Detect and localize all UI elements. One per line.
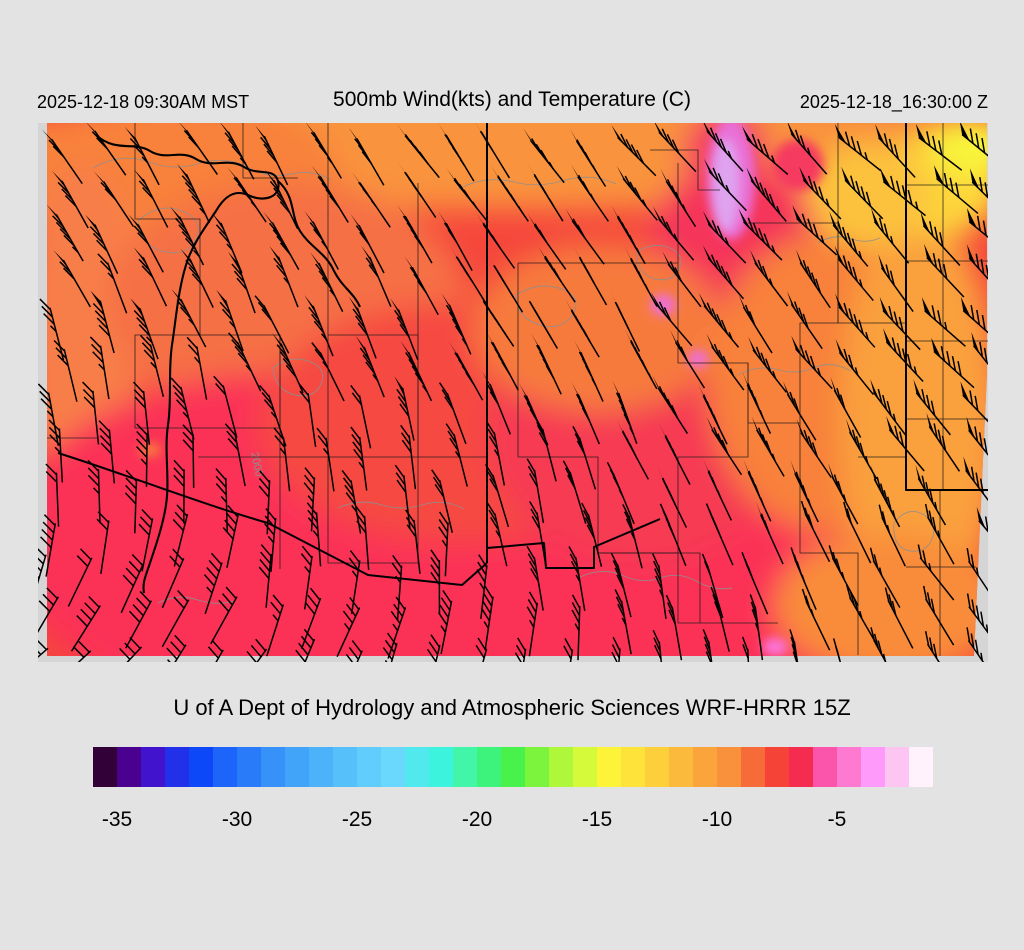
colorbar-segment bbox=[357, 747, 381, 787]
colorbar-segment bbox=[189, 747, 213, 787]
colorbar-segment bbox=[309, 747, 333, 787]
colorbar-tick-labels: -35 -30 -25 -20 -15 -10 -5 bbox=[93, 808, 933, 834]
colorbar-tick-label: -15 bbox=[581, 808, 613, 831]
colorbar-segment bbox=[837, 747, 861, 787]
colorbar-tick-label: -10 bbox=[701, 808, 733, 831]
colorbar-tick-label: -30 bbox=[221, 808, 253, 831]
colorbar-segment bbox=[117, 747, 141, 787]
colorbar-tick-label: -25 bbox=[341, 808, 373, 831]
colorbar-segment bbox=[693, 747, 717, 787]
colorbar-segment bbox=[141, 747, 165, 787]
colorbar-segment bbox=[885, 747, 909, 787]
colorbar-segment bbox=[573, 747, 597, 787]
colorbar-segment bbox=[453, 747, 477, 787]
colorbar-tick-label: -35 bbox=[101, 808, 133, 831]
colorbar-segment bbox=[237, 747, 261, 787]
colorbar-segment bbox=[93, 747, 117, 787]
colorbar-segment bbox=[477, 747, 501, 787]
weather-map-image: 2000 bbox=[38, 123, 988, 662]
colorbar-segment bbox=[789, 747, 813, 787]
colorbar-segment bbox=[549, 747, 573, 787]
colorbar-segment bbox=[861, 747, 885, 787]
colorbar-segment bbox=[741, 747, 765, 787]
colorbar-segment bbox=[429, 747, 453, 787]
colorbar-tick-label: -5 bbox=[827, 808, 847, 831]
colorbar-segment bbox=[405, 747, 429, 787]
colorbar-segment bbox=[717, 747, 741, 787]
colorbar-segment bbox=[645, 747, 669, 787]
colorbar-segment bbox=[501, 747, 525, 787]
colorbar-segment bbox=[261, 747, 285, 787]
colorbar-segment bbox=[525, 747, 549, 787]
colorbar-segment bbox=[165, 747, 189, 787]
colorbar-tick-label: -20 bbox=[461, 808, 493, 831]
plot-title: 500mb Wind(kts) and Temperature (C) bbox=[333, 88, 691, 111]
colorbar-segment bbox=[909, 747, 933, 787]
init-timestamp-local: 2025-12-18 09:30AM MST bbox=[37, 92, 250, 112]
colorbar-segment bbox=[213, 747, 237, 787]
colorbar-segment bbox=[621, 747, 645, 787]
colorbar-segment bbox=[669, 747, 693, 787]
colorbar-segment bbox=[333, 747, 357, 787]
map-svg: 2000 bbox=[38, 123, 988, 662]
attribution-caption: U of A Dept of Hydrology and Atmospheric… bbox=[173, 695, 851, 720]
colorbar-segment bbox=[813, 747, 837, 787]
colorbar-segment bbox=[765, 747, 789, 787]
colorbar-segment bbox=[597, 747, 621, 787]
temperature-colorbar bbox=[93, 747, 933, 787]
wind-barbs-layer bbox=[38, 123, 988, 662]
colorbar-segment bbox=[381, 747, 405, 787]
colorbar-segment bbox=[285, 747, 309, 787]
valid-timestamp-utc: 2025-12-18_16:30:00 Z bbox=[799, 92, 988, 112]
